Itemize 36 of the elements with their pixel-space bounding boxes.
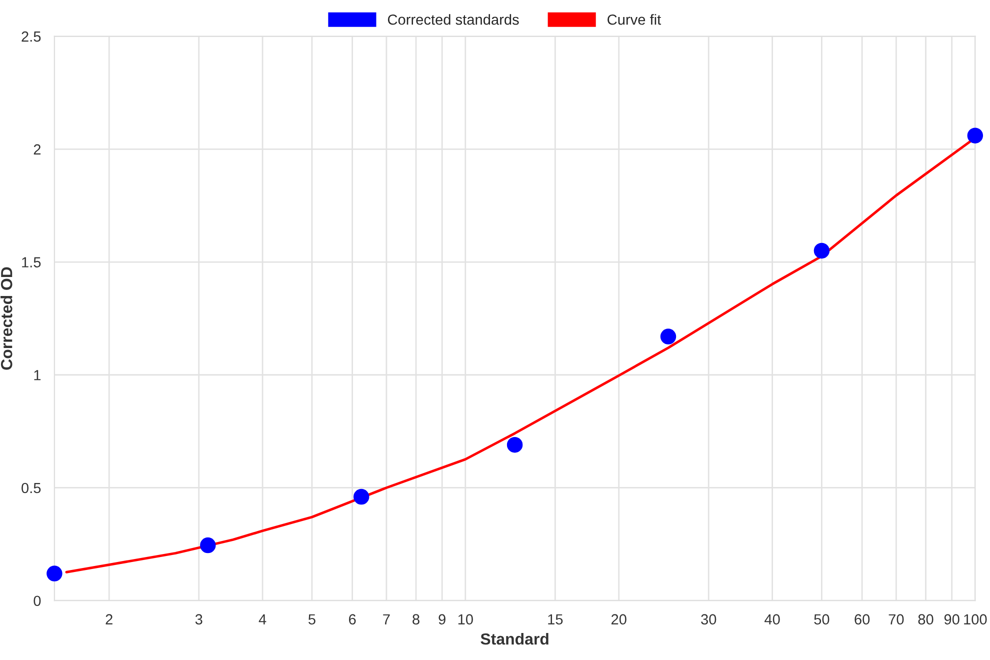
point <box>660 328 676 344</box>
y-tick-label: 1.5 <box>22 257 41 268</box>
y-tick-label: 2 <box>34 144 41 154</box>
x-tick-label: 60 <box>854 614 870 625</box>
x-tick-label: 70 <box>888 614 904 625</box>
legend-label: Corrected standards <box>388 14 519 25</box>
x-tick-label: 20 <box>611 614 626 625</box>
x-tick-label: 50 <box>814 614 830 625</box>
x-tick-label: 40 <box>764 614 780 625</box>
point <box>200 537 216 554</box>
legend-label: Curve fit <box>608 14 662 25</box>
y-tick-label: 0.5 <box>22 482 41 494</box>
point <box>814 242 830 259</box>
x-tick-label: 5 <box>308 614 316 625</box>
x-tick-label: 100 <box>964 614 987 625</box>
x-tick-label: 15 <box>548 614 563 625</box>
x-tick-label: 90 <box>944 614 960 625</box>
x-tick-label: 9 <box>438 614 446 625</box>
y-tick-label: 1 <box>34 370 41 380</box>
x-axis-title: Standard <box>480 632 548 645</box>
y-axis-title: Corrected OD <box>0 267 12 370</box>
x-tick-label: 3 <box>195 614 202 625</box>
point <box>506 436 523 453</box>
x-tick-label: 10 <box>458 614 473 625</box>
x-tick-label: 8 <box>412 614 420 625</box>
y-tick-label: 2.5 <box>22 31 41 42</box>
point <box>46 566 62 582</box>
point <box>353 488 370 505</box>
x-tick-label: 6 <box>349 614 356 625</box>
x-tick-label: 2 <box>106 614 112 624</box>
point <box>967 128 984 144</box>
x-tick-label: 4 <box>258 614 266 624</box>
y-tick-label: 0 <box>34 596 41 606</box>
x-tick-label: 80 <box>918 614 934 625</box>
x-tick-label: 7 <box>383 614 390 624</box>
x-tick-label: 30 <box>701 614 716 625</box>
